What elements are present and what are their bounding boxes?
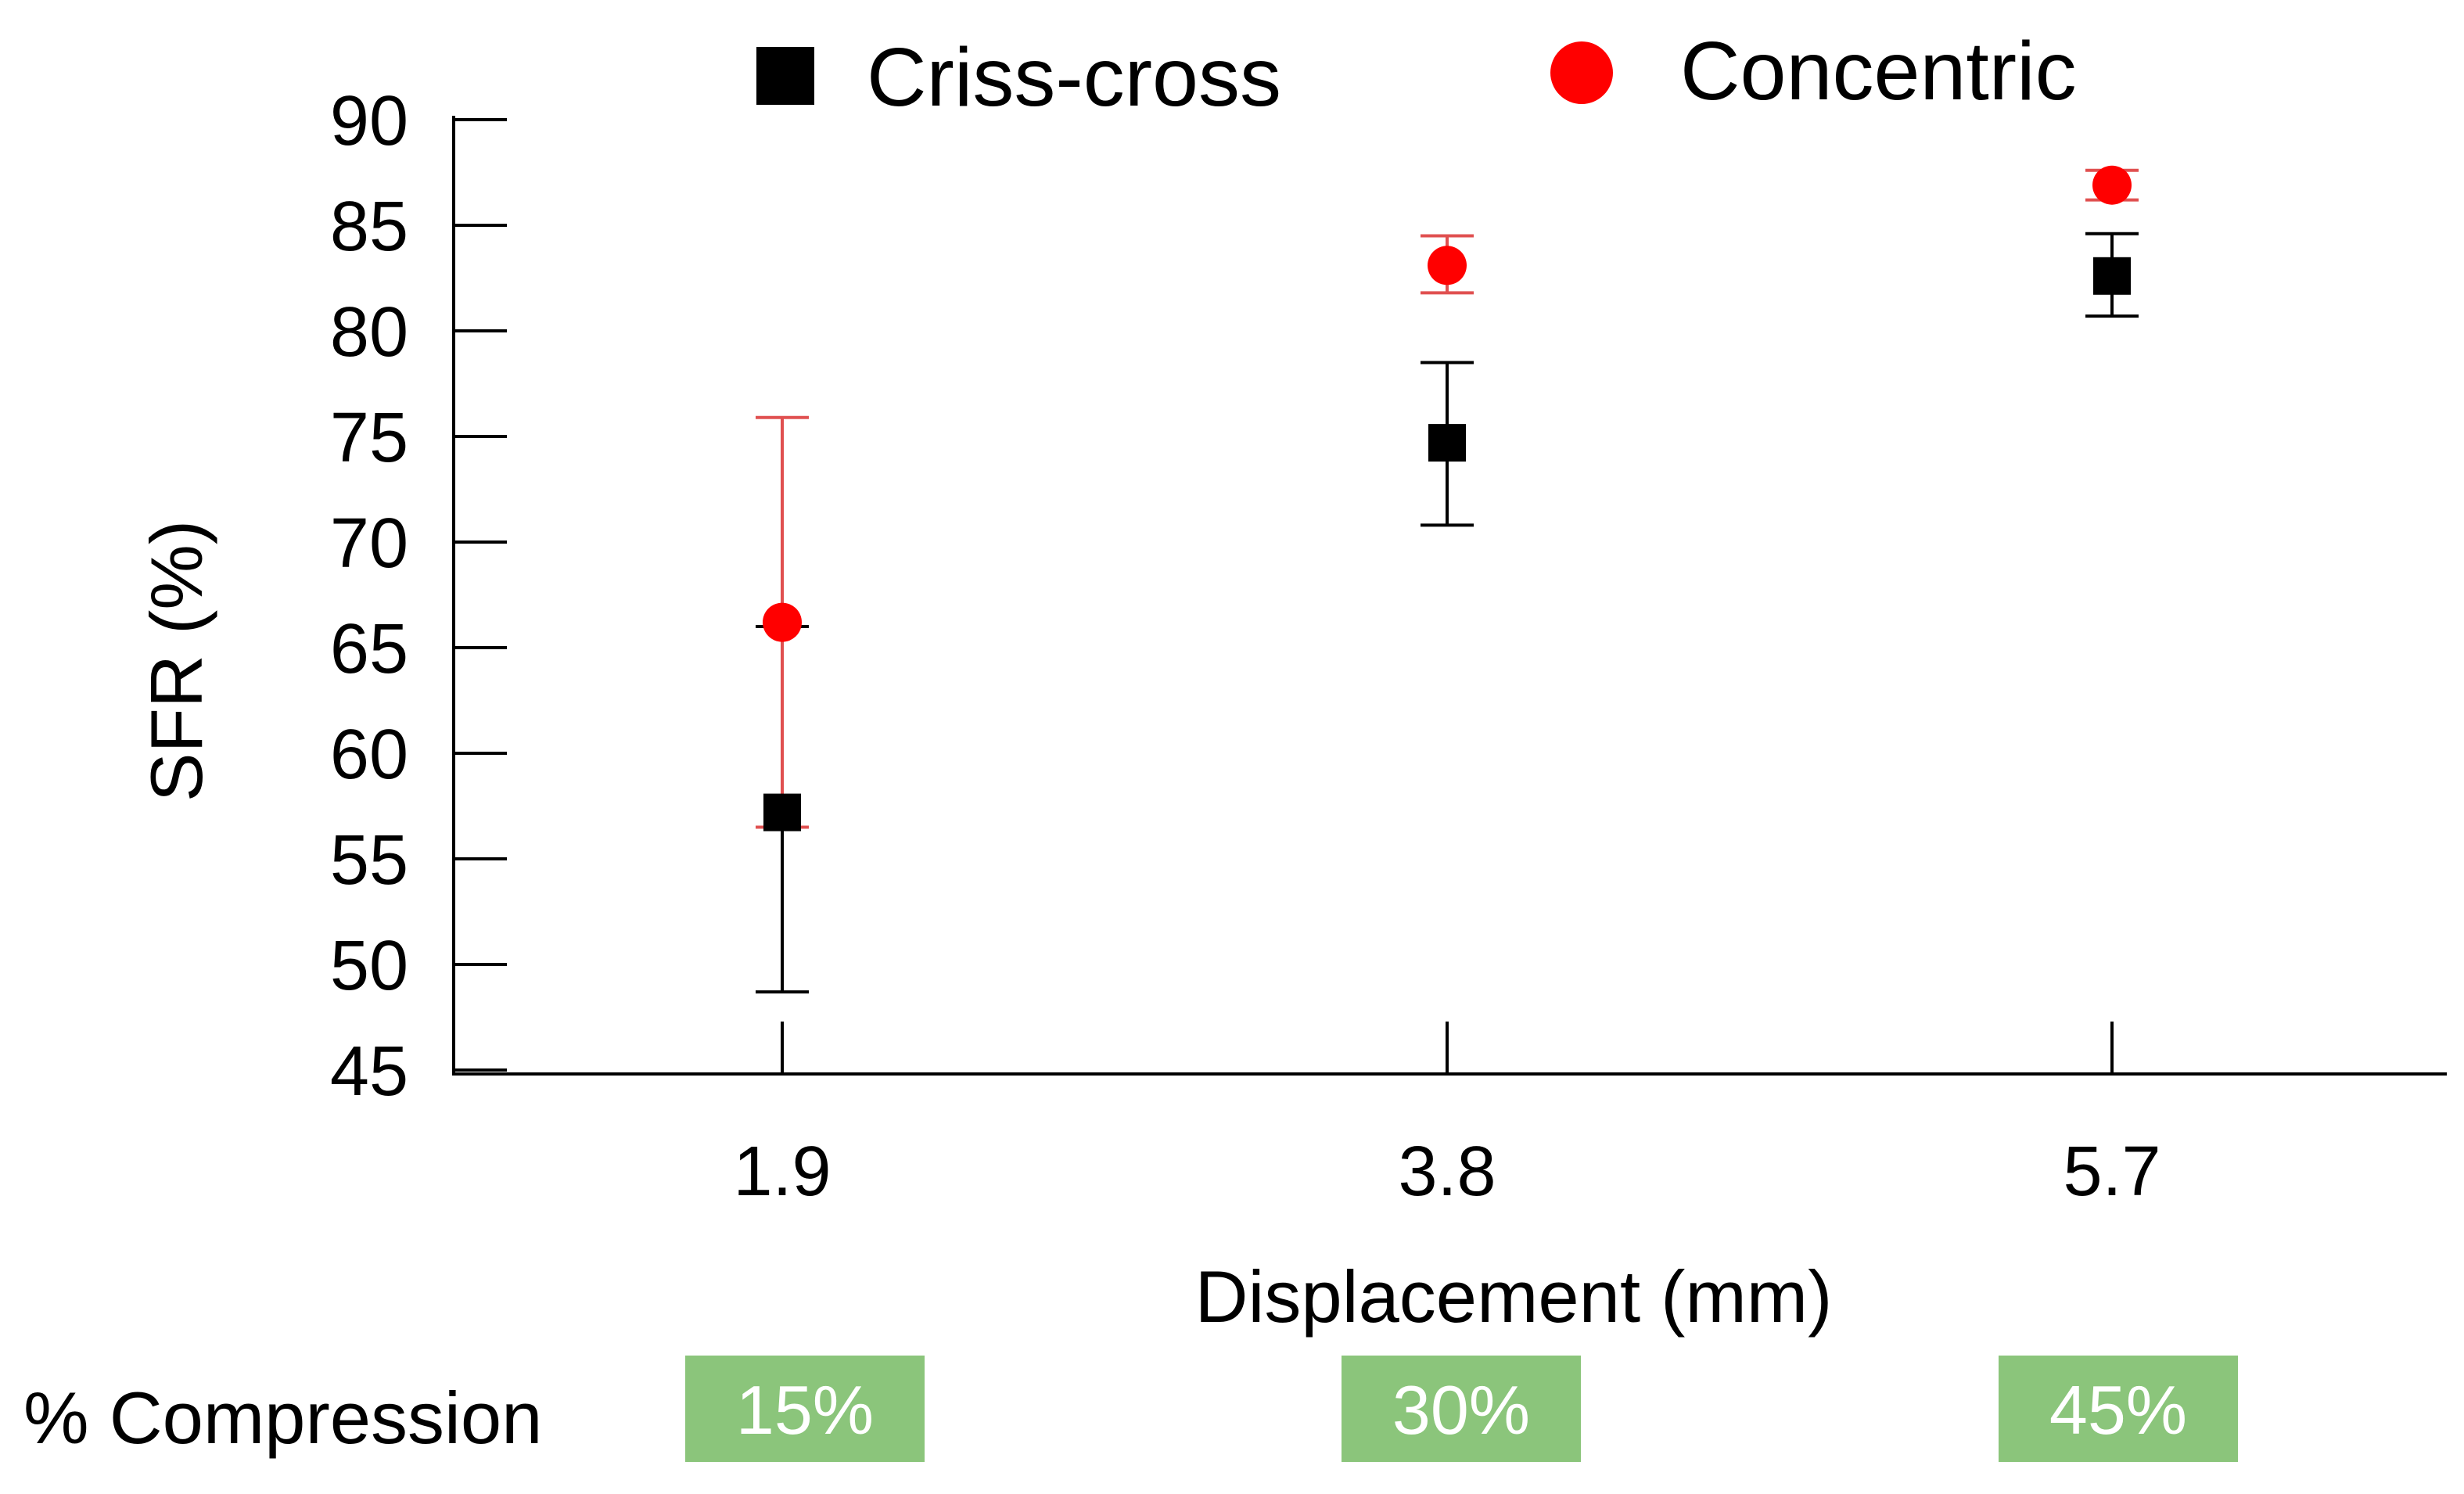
x-tick-label: 3.8 <box>1398 1133 1496 1211</box>
compression-label: % Compression <box>23 1377 542 1459</box>
legend-label-criss-cross: Criss-cross <box>867 31 1281 124</box>
y-tick-label: 75 <box>330 399 408 477</box>
data-point-circle <box>763 602 802 642</box>
compression-badge-label: 45% <box>2049 1371 2187 1449</box>
data-point-circle <box>2092 165 2132 205</box>
y-tick-label: 70 <box>330 505 408 583</box>
x-axis-title: Displacement (mm) <box>1195 1255 1833 1338</box>
x-tick-label: 5.7 <box>2063 1133 2160 1211</box>
x-tick-label: 1.9 <box>733 1133 831 1211</box>
compression-badge-label: 15% <box>736 1371 874 1449</box>
legend-label-concentric: Concentric <box>1680 25 2077 117</box>
y-tick-label: 60 <box>330 716 408 794</box>
data-markers <box>763 165 2132 831</box>
legend: Criss-cross Concentric <box>756 25 2077 124</box>
y-axis-title: SFR (%) <box>135 520 217 802</box>
data-point-square <box>1428 424 1466 462</box>
y-tick-label: 45 <box>330 1033 408 1111</box>
data-point-square <box>2093 257 2131 295</box>
y-tick-label: 80 <box>330 293 408 372</box>
compression-badge <box>1342 1356 1581 1462</box>
compression-badge <box>1999 1356 2238 1462</box>
legend-square-icon <box>756 47 814 105</box>
y-tick-label: 65 <box>330 610 408 688</box>
y-axis-ticks: 45 50 55 60 65 70 75 80 85 90 <box>330 82 507 1111</box>
y-tick-label: 85 <box>330 188 408 266</box>
y-tick-label: 50 <box>330 927 408 1005</box>
y-tick-label: 90 <box>330 82 408 160</box>
data-point-circle <box>1428 246 1467 286</box>
compression-badge <box>685 1356 925 1462</box>
data-point-square <box>763 793 801 831</box>
y-tick-label: 55 <box>330 821 408 900</box>
legend-circle-icon <box>1550 41 1613 104</box>
error-bars <box>756 168 2139 994</box>
compression-badge-label: 30% <box>1392 1371 1530 1449</box>
x-axis-ticks: 1.9 3.8 5.7 <box>733 1022 2161 1211</box>
compression-badges: 15% 30% 45% <box>685 1356 2238 1462</box>
